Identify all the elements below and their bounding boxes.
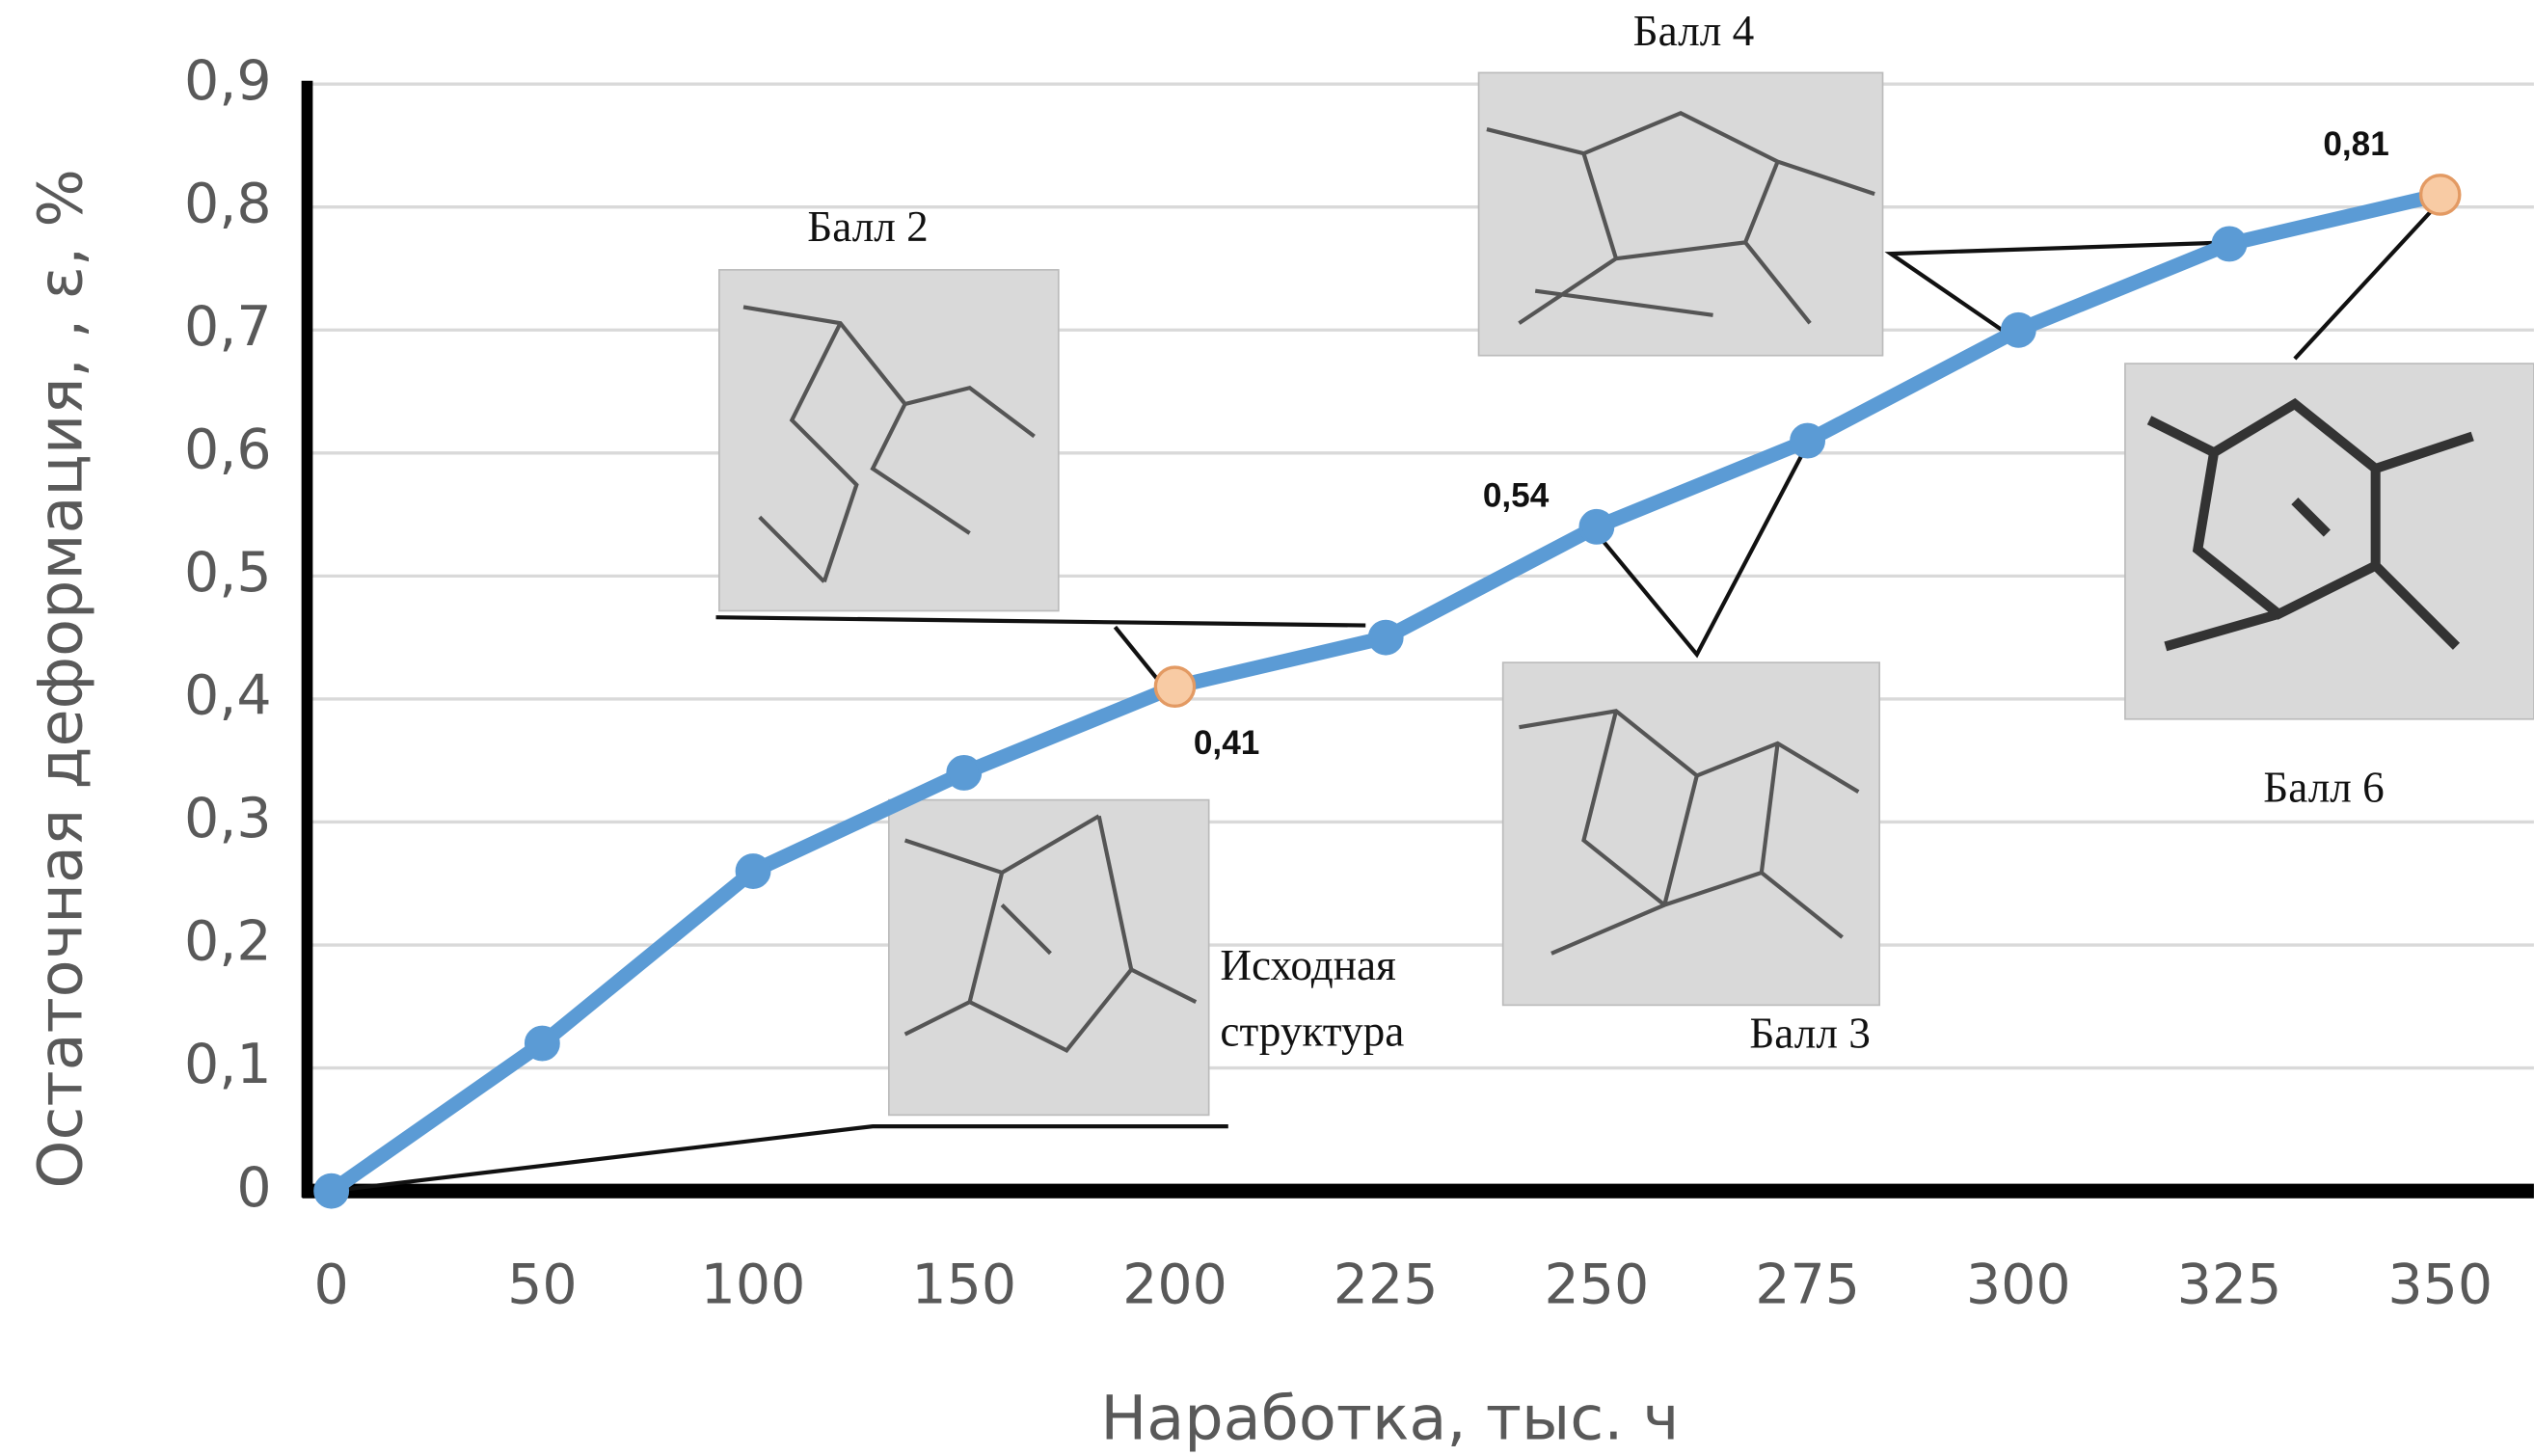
data-point (1155, 667, 1194, 706)
data-point (1792, 424, 1824, 457)
x-tick-label: 200 (1122, 1253, 1227, 1316)
micrograph (2125, 364, 2534, 719)
annotation: Балл 6 (2263, 764, 2385, 812)
value-label: 0,81 (2323, 125, 2389, 163)
page: 0 0,1 0,2 0,3 0,4 0,5 0,6 0,7 0,8 0,9 0 50 100 150 200… (0, 0, 2534, 1456)
data-point (2421, 175, 2460, 214)
value-label: 0,54 (1483, 476, 1550, 514)
annotation: структура (1220, 1008, 1404, 1056)
leader-line (716, 617, 1366, 625)
data-point (2213, 228, 2246, 260)
x-axis-title: Наработка, тыс. ч (1100, 1383, 1679, 1454)
x-tick-label: 225 (1334, 1253, 1439, 1316)
y-tick-label: 0,7 (184, 295, 272, 359)
annotation: Балл 2 (807, 202, 929, 251)
leader-line (1597, 440, 1810, 655)
annotation: Исходная (1220, 941, 1395, 989)
data-point (526, 1027, 559, 1060)
data-point (315, 1174, 348, 1207)
leader-line (2295, 210, 2432, 359)
x-tick-label: 50 (507, 1253, 578, 1316)
y-axis-title: Остаточная деформация, , ε, % (26, 169, 97, 1189)
x-tick-label: 350 (2387, 1253, 2493, 1316)
y-tick-label: 0,2 (184, 910, 272, 974)
data-point (2003, 314, 2035, 347)
y-tick-label: 0,6 (184, 418, 272, 481)
x-tick-label: 300 (1966, 1253, 2071, 1316)
y-tick-label: 0,1 (184, 1033, 272, 1096)
y-tick-label: 0,5 (184, 541, 272, 605)
x-tick-label: 0 (314, 1253, 349, 1316)
y-tick-label: 0,3 (184, 787, 272, 850)
x-tick-label: 150 (911, 1253, 1016, 1316)
data-point (1580, 511, 1613, 544)
y-tick-label: 0,9 (184, 49, 272, 113)
value-label: 0,41 (1194, 724, 1260, 762)
x-tick-label: 250 (1545, 1253, 1650, 1316)
data-point (1369, 621, 1402, 654)
data-point (737, 855, 769, 888)
x-tick-label: 100 (701, 1253, 806, 1316)
x-tick-label: 325 (2177, 1253, 2282, 1316)
micrograph (1503, 662, 1879, 1005)
y-tick-label: 0,8 (184, 172, 272, 235)
annotation: Балл 3 (1749, 1009, 1871, 1057)
chart: 0 0,1 0,2 0,3 0,4 0,5 0,6 0,7 0,8 0,9 0 50 100 150 200… (0, 0, 2534, 1456)
x-tick-label: 275 (1755, 1253, 1860, 1316)
y-tick-label: 0,4 (184, 664, 272, 728)
annotation: Балл 4 (1633, 7, 1755, 55)
y-tick-label: 0 (236, 1156, 271, 1220)
leader-line (332, 1126, 1228, 1191)
data-point (948, 757, 981, 790)
